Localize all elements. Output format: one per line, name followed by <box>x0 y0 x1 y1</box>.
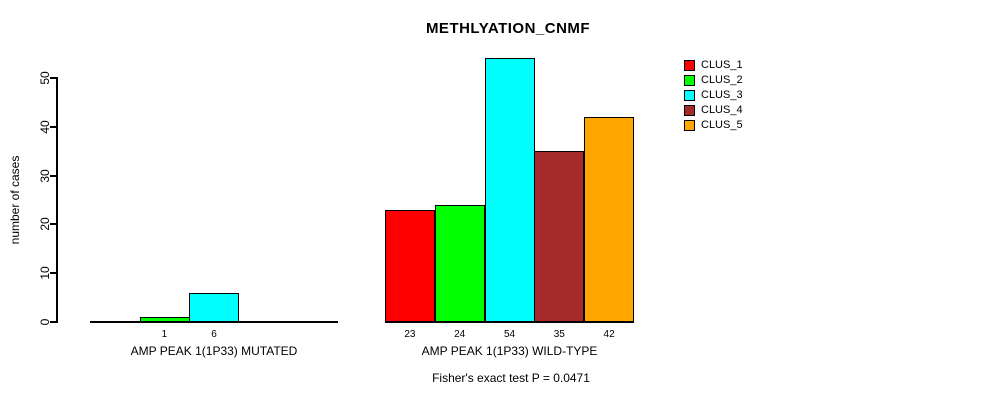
bar-value-label: 24 <box>454 329 466 340</box>
y-tick-label: 20 <box>38 217 52 232</box>
legend-label: CLUS_4 <box>701 104 743 116</box>
bar-clus_3 <box>485 58 535 322</box>
legend-label: CLUS_2 <box>701 74 743 86</box>
legend-label: CLUS_5 <box>701 119 743 131</box>
bar-clus_2 <box>140 317 190 322</box>
y-tick-mark <box>50 272 56 275</box>
bar-value-label: 1 <box>161 329 168 340</box>
bar-value-label: 6 <box>211 329 217 340</box>
y-tick-mark <box>50 125 56 128</box>
group-label: AMP PEAK 1(1P33) WILD-TYPE <box>421 344 598 358</box>
y-axis-line <box>56 77 58 323</box>
bar-clus_4 <box>534 151 584 322</box>
legend-swatch-clus_5 <box>684 120 695 131</box>
bar-clus_1 <box>385 210 435 322</box>
y-tick-mark <box>50 77 56 79</box>
y-tick-label: 30 <box>38 168 52 183</box>
bar-value-label: 23 <box>404 329 416 340</box>
y-tick-mark <box>50 223 56 226</box>
bar-clus_2 <box>435 205 485 322</box>
legend-item: CLUS_4 <box>684 104 764 119</box>
y-tick-label: 0 <box>38 318 52 326</box>
bar-clus_5 <box>584 117 634 322</box>
legend-label: CLUS_3 <box>701 89 743 101</box>
y-tick-mark <box>50 321 56 323</box>
legend-item: CLUS_3 <box>684 89 764 104</box>
stat-annotation: Fisher's exact test P = 0.0471 <box>432 371 590 385</box>
y-tick-mark <box>50 174 56 177</box>
bar-value-label: 35 <box>553 329 565 340</box>
y-tick-label: 10 <box>38 266 52 280</box>
group-label: AMP PEAK 1(1P33) MUTATED <box>130 344 298 358</box>
legend-item: CLUS_1 <box>684 59 764 74</box>
legend-label: CLUS_1 <box>701 59 743 71</box>
bar-value-label: 42 <box>603 329 615 340</box>
chart-title: METHLYATION_CNMF <box>425 20 591 37</box>
x-axis-baseline <box>90 321 338 323</box>
legend-item: CLUS_2 <box>684 74 764 89</box>
y-axis-label: number of cases <box>8 155 22 245</box>
legend-swatch-clus_2 <box>684 75 695 86</box>
legend-swatch-clus_3 <box>684 90 695 101</box>
legend-swatch-clus_4 <box>684 105 695 116</box>
legend-swatch-clus_1 <box>684 60 695 71</box>
y-tick-label: 50 <box>38 71 52 85</box>
x-axis-baseline <box>385 321 634 323</box>
bar-value-label: 54 <box>503 329 516 340</box>
bar-clus_3 <box>189 293 239 322</box>
y-tick-label: 40 <box>38 120 52 134</box>
legend-item: CLUS_5 <box>684 119 764 134</box>
